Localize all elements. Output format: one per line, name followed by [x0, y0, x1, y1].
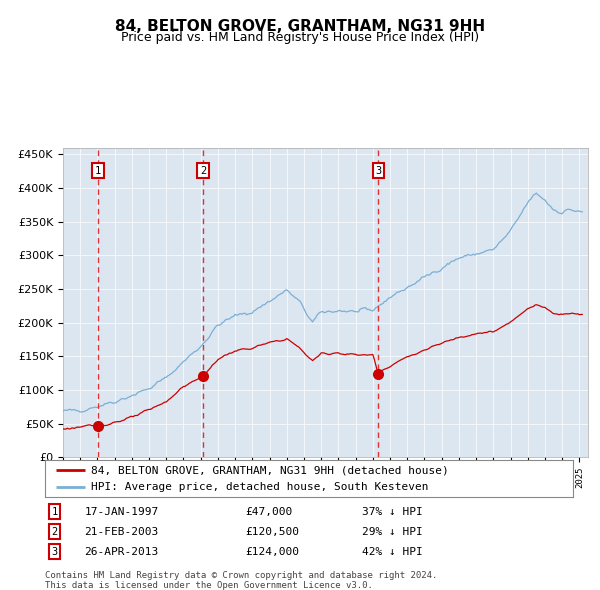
Text: 37% ↓ HPI: 37% ↓ HPI [362, 507, 422, 517]
Text: 29% ↓ HPI: 29% ↓ HPI [362, 527, 422, 537]
Text: 3: 3 [52, 547, 58, 557]
Text: 1: 1 [52, 507, 58, 517]
Text: 1: 1 [95, 166, 101, 176]
Text: 2: 2 [52, 527, 58, 537]
Text: 17-JAN-1997: 17-JAN-1997 [85, 507, 159, 517]
Text: Price paid vs. HM Land Registry's House Price Index (HPI): Price paid vs. HM Land Registry's House … [121, 31, 479, 44]
Text: Contains HM Land Registry data © Crown copyright and database right 2024.: Contains HM Land Registry data © Crown c… [45, 571, 437, 579]
Text: 26-APR-2013: 26-APR-2013 [85, 547, 159, 557]
Text: This data is licensed under the Open Government Licence v3.0.: This data is licensed under the Open Gov… [45, 581, 373, 589]
Text: 21-FEB-2003: 21-FEB-2003 [85, 527, 159, 537]
Text: £47,000: £47,000 [245, 507, 293, 517]
Text: 3: 3 [375, 166, 382, 176]
Text: 42% ↓ HPI: 42% ↓ HPI [362, 547, 422, 557]
Text: 84, BELTON GROVE, GRANTHAM, NG31 9HH (detached house): 84, BELTON GROVE, GRANTHAM, NG31 9HH (de… [91, 465, 449, 475]
Text: £120,500: £120,500 [245, 527, 299, 537]
Text: 2: 2 [200, 166, 206, 176]
Text: £124,000: £124,000 [245, 547, 299, 557]
Text: 84, BELTON GROVE, GRANTHAM, NG31 9HH: 84, BELTON GROVE, GRANTHAM, NG31 9HH [115, 19, 485, 34]
Text: HPI: Average price, detached house, South Kesteven: HPI: Average price, detached house, Sout… [91, 482, 429, 492]
